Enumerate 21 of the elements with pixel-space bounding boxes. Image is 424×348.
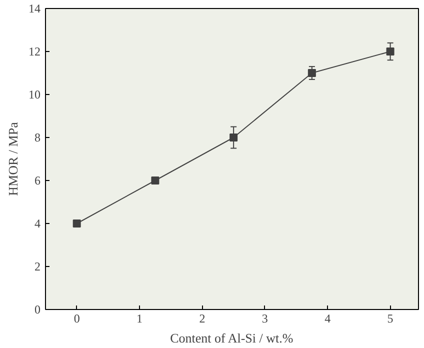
x-tick-label: 1 [136, 312, 143, 326]
x-tick-label: 0 [74, 312, 80, 326]
point [386, 48, 394, 56]
y-tick-label: 0 [34, 302, 40, 316]
y-tick-label: 12 [28, 44, 40, 58]
y-tick-label: 10 [28, 88, 40, 102]
y-tick-label: 6 [34, 174, 40, 188]
y-axis-title: HMOR / MPa [6, 122, 20, 196]
point [151, 176, 160, 184]
x-axis-title: Content of Al-Si / wt.% [170, 330, 294, 346]
point [230, 134, 238, 142]
y-tick-label: 2 [34, 260, 40, 274]
y-tick-label: 8 [34, 130, 40, 144]
point [72, 220, 81, 228]
point [308, 69, 316, 77]
y-tick-label: 14 [28, 2, 40, 16]
y-tick-label: 4 [34, 216, 40, 230]
x-tick-label: 2 [199, 312, 206, 326]
x-tick-label: 4 [324, 312, 331, 326]
x-tick-label: 5 [387, 312, 394, 326]
x-tick-label: 3 [262, 312, 268, 326]
